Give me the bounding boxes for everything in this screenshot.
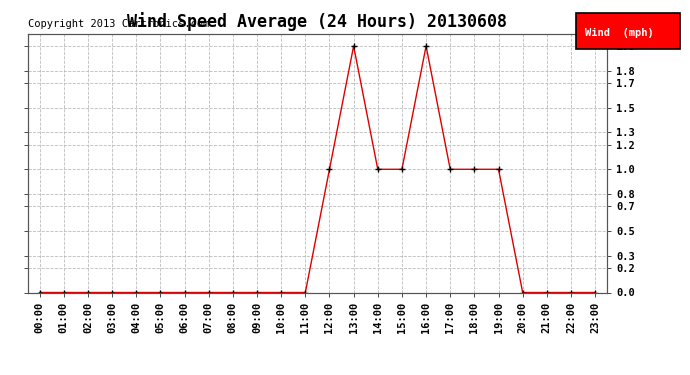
Text: Wind  (mph): Wind (mph) — [585, 28, 654, 38]
Title: Wind Speed Average (24 Hours) 20130608: Wind Speed Average (24 Hours) 20130608 — [128, 12, 507, 31]
Text: Copyright 2013 Cartronics.com: Copyright 2013 Cartronics.com — [28, 19, 209, 28]
